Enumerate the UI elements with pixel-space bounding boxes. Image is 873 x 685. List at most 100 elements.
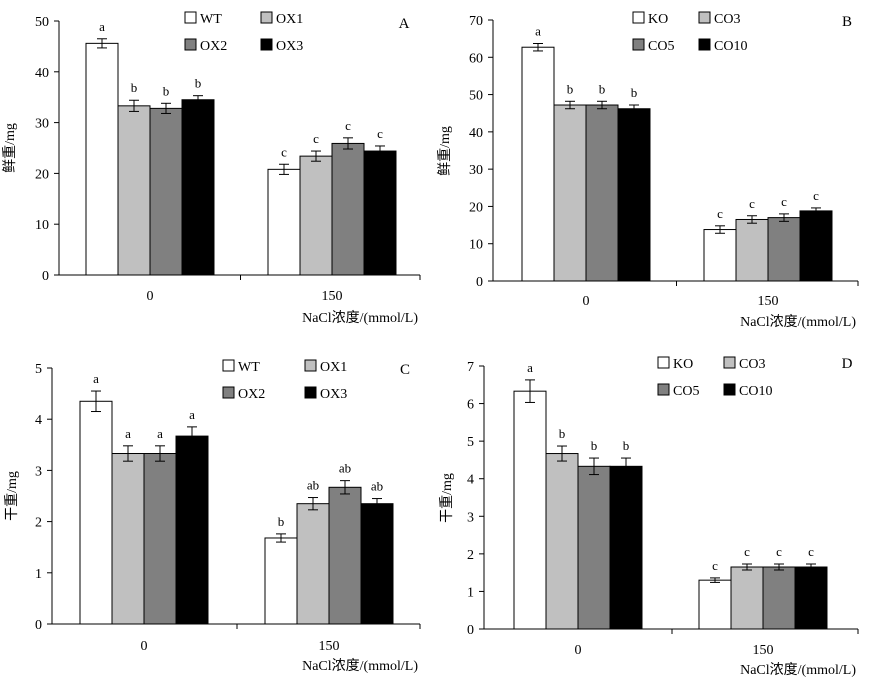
significance-label: b (631, 85, 638, 100)
significance-label: a (527, 360, 533, 375)
bar-ox1-0 (111, 453, 145, 625)
x-tick-label: 0 (147, 289, 154, 304)
x-axis-label: NaCl浓度/(mmol/L) (740, 314, 856, 330)
legend-label: OX2 (238, 387, 265, 402)
bar-ox2-0 (143, 453, 177, 625)
y-tick-label: 2 (467, 548, 474, 563)
bar-ox2-0 (149, 107, 183, 276)
legend-label: WT (238, 360, 260, 375)
chart-panel-b: 0 10 20 30 40 50 60 70 a b b b 0 c c c c 150 NaCl浓度/(mmol/… (437, 11, 859, 330)
bar-ox2-150 (328, 486, 362, 625)
legend-swatch (657, 356, 670, 369)
significance-label: a (535, 23, 541, 38)
legend-label: CO10 (739, 384, 772, 399)
x-tick-label: 0 (583, 294, 590, 309)
chart-panel-a: 0 10 20 30 40 50 a b b b 0 c c c c 150 NaCl浓度/(mmol/L) 鲜重… (2, 11, 421, 326)
y-tick-label: 0 (476, 275, 483, 290)
legend-swatch (260, 11, 273, 24)
x-axis-label: NaCl浓度/(mmol/L) (740, 662, 856, 678)
legend-label: OX3 (320, 387, 347, 402)
x-axis-label: NaCl浓度/(mmol/L) (302, 310, 418, 326)
bar-co10-0 (609, 465, 643, 630)
legend-swatch (260, 38, 273, 51)
bar-co10-0 (617, 108, 651, 282)
significance-label: a (93, 371, 99, 386)
y-tick-label: 60 (469, 51, 483, 66)
y-tick-label: 30 (469, 163, 483, 178)
legend-label: OX3 (276, 39, 303, 54)
chart-panel-c: 0 1 2 3 4 5 a a a a 0 b ab ab ab 150 NaCl浓度/(mmol/L) 干重/m… (4, 359, 421, 674)
bar-ox1-150 (299, 155, 333, 276)
y-tick-label: 5 (35, 362, 42, 377)
y-axis-label: 干重/mg (439, 473, 455, 523)
significance-label: b (591, 438, 598, 453)
legend-swatch (698, 38, 711, 51)
legend-label: KO (648, 12, 668, 27)
bar-ox1-0 (117, 105, 151, 276)
significance-label: b (599, 81, 606, 96)
x-tick-label: 150 (753, 643, 774, 658)
x-tick-label: 0 (575, 643, 582, 658)
y-tick-label: 3 (35, 464, 42, 479)
panel-label: B (842, 14, 852, 30)
legend-swatch (632, 38, 645, 51)
bar-co3-150 (730, 566, 764, 630)
significance-label: b (623, 438, 630, 453)
bar-wt-150 (264, 537, 298, 625)
significance-label: c (744, 544, 750, 559)
significance-label: c (781, 194, 787, 209)
y-tick-label: 20 (35, 167, 49, 182)
bar-ko-150 (703, 229, 737, 282)
y-axis-label: 鲜重/mg (2, 123, 18, 173)
y-tick-label: 4 (35, 413, 42, 428)
bar-co3-0 (553, 104, 587, 282)
legend-label: OX2 (200, 39, 227, 54)
significance-label: a (157, 426, 163, 441)
significance-label: a (125, 426, 131, 441)
y-axis-label: 鲜重/mg (437, 126, 453, 176)
significance-label: b (163, 83, 170, 98)
legend-swatch (304, 359, 317, 372)
y-tick-label: 50 (469, 89, 483, 104)
legend-label: CO5 (673, 384, 699, 399)
bar-co5-150 (762, 566, 796, 630)
bar-ox3-0 (175, 435, 209, 625)
legend-swatch (184, 11, 197, 24)
y-tick-label: 5 (467, 435, 474, 450)
legend-label: WT (200, 12, 222, 27)
bar-ox3-150 (360, 503, 394, 625)
bar-ko-150 (698, 579, 732, 630)
bar-co5-150 (767, 217, 801, 282)
legend-swatch (698, 11, 711, 24)
bar-co5-0 (585, 104, 619, 282)
significance-label: a (99, 19, 105, 34)
bar-co10-150 (794, 566, 828, 630)
significance-label: b (278, 514, 285, 529)
bar-ox2-150 (331, 142, 365, 276)
bar-co3-150 (735, 218, 769, 282)
significance-label: ab (371, 479, 383, 494)
legend-label: OX1 (276, 12, 303, 27)
y-tick-label: 20 (469, 200, 483, 215)
panel-label: A (399, 16, 410, 32)
bar-wt-150 (267, 168, 301, 276)
y-tick-label: 1 (467, 585, 474, 600)
y-tick-label: 10 (35, 218, 49, 233)
significance-label: c (813, 188, 819, 203)
legend-label: KO (673, 357, 693, 372)
bar-co3-0 (545, 453, 579, 630)
bar-ko-0 (513, 390, 547, 630)
legend-swatch (723, 383, 736, 396)
y-tick-label: 7 (467, 360, 474, 375)
bar-ox3-0 (181, 99, 215, 276)
y-tick-label: 0 (42, 269, 49, 284)
significance-label: c (345, 118, 351, 133)
significance-label: b (195, 76, 202, 91)
legend-swatch (657, 383, 670, 396)
y-tick-label: 40 (35, 66, 49, 81)
y-tick-label: 10 (469, 238, 483, 253)
legend-swatch (632, 11, 645, 24)
significance-label: a (189, 407, 195, 422)
bar-co10-150 (799, 210, 833, 282)
